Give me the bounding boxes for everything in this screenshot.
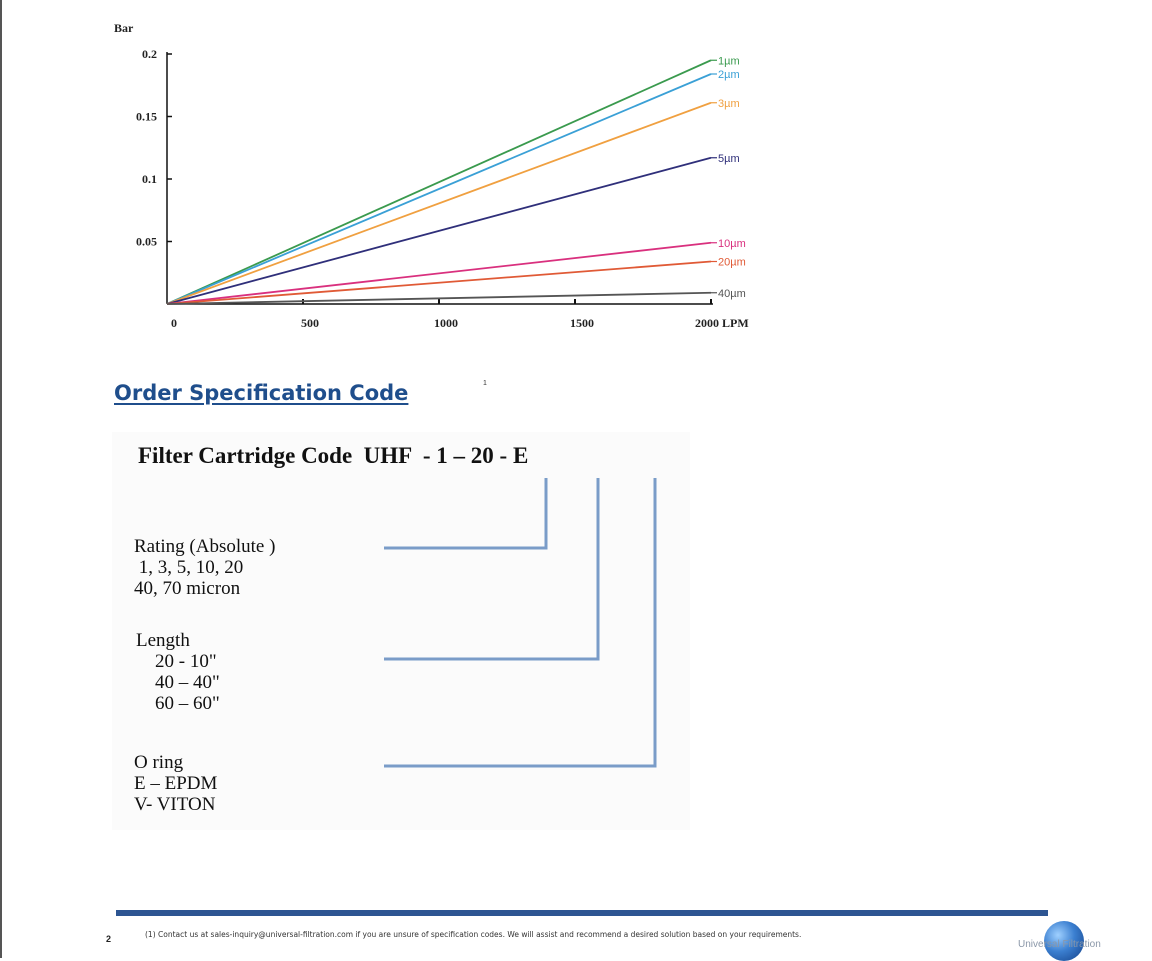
length-line: 60 – 60" bbox=[136, 693, 220, 714]
length-block: Length 20 - 10" 40 – 40" 60 – 60" bbox=[136, 630, 220, 714]
series-label: 20µm bbox=[718, 257, 746, 269]
pressure-drop-chart: Bar 0.2 0.15 0.1 0.05 0 500 1000 1500 2000 LPM 1µm… bbox=[114, 21, 749, 330]
rating-line: 40, 70 micron bbox=[134, 578, 241, 599]
spec-code-diagram bbox=[112, 432, 690, 830]
rating-block: Rating (Absolute ) 1, 3, 5, 10, 20 40, 7… bbox=[134, 536, 275, 599]
y-axis-label: Bar bbox=[114, 21, 134, 35]
globe-logo-icon bbox=[1044, 921, 1084, 961]
series-line bbox=[166, 291, 712, 305]
series-line bbox=[166, 59, 712, 305]
x-tick-label: 1000 bbox=[434, 316, 458, 330]
series-label: 2µm bbox=[718, 69, 740, 81]
series-label: 3µm bbox=[718, 98, 740, 110]
series-line bbox=[166, 260, 712, 305]
y-tick-label: 0.15 bbox=[136, 110, 157, 124]
page-number: 2 bbox=[106, 934, 112, 944]
footnote-marker: 1 bbox=[483, 380, 487, 387]
rating-line: 1, 3, 5, 10, 20 bbox=[134, 557, 244, 578]
filter-cartridge-code: Filter Cartridge Code UHF - 1 – 20 - E bbox=[138, 443, 529, 468]
series-label: 10µm bbox=[718, 238, 746, 250]
footnote-text: (1) Contact us at sales-inquiry@universa… bbox=[145, 930, 802, 939]
oring-line: E – EPDM bbox=[134, 773, 218, 794]
y-tick-label: 0.2 bbox=[142, 47, 157, 61]
oring-title: O ring bbox=[134, 752, 184, 773]
x-tick-label: 1500 bbox=[570, 316, 594, 330]
rating-connector bbox=[384, 478, 548, 550]
series-label: 5µm bbox=[718, 153, 740, 165]
series-line bbox=[166, 73, 712, 305]
length-connector bbox=[384, 478, 600, 661]
series-line bbox=[166, 156, 712, 305]
y-tick-label: 0.1 bbox=[142, 172, 157, 186]
series-label: 1µm bbox=[718, 55, 740, 67]
order-specification-title: Order Specification Code bbox=[114, 381, 409, 405]
rating-title: Rating (Absolute ) bbox=[134, 536, 276, 557]
series-line bbox=[166, 241, 712, 305]
y-tick-label: 0.05 bbox=[136, 235, 157, 249]
x-tick-label: 2000 LPM bbox=[695, 316, 749, 330]
x-tick-label: 500 bbox=[301, 316, 319, 330]
page-edge bbox=[0, 0, 2, 958]
oring-block: O ring E – EPDM V- VITON bbox=[134, 752, 217, 815]
footer-bar bbox=[116, 910, 1048, 916]
oring-line: V- VITON bbox=[134, 794, 216, 815]
length-line: 40 – 40" bbox=[136, 672, 220, 693]
company-logo-text: Universal Filtration bbox=[1018, 939, 1101, 950]
series-line bbox=[166, 101, 712, 305]
x-tick-label: 0 bbox=[171, 316, 177, 330]
length-line: 20 - 10" bbox=[136, 651, 217, 672]
series-label: 40µm bbox=[718, 288, 746, 300]
oring-connector bbox=[384, 478, 657, 768]
length-title: Length bbox=[136, 630, 190, 651]
